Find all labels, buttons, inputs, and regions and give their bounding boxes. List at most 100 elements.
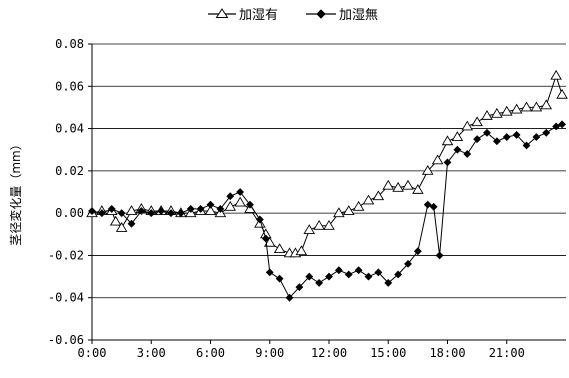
data-point-diamond bbox=[206, 200, 215, 209]
data-point-triangle bbox=[392, 181, 404, 192]
data-point-diamond bbox=[176, 209, 185, 218]
data-point-triangle bbox=[115, 222, 128, 232]
x-tick-labels: 0:00 3:00 6:00 9:00 12:00 15:00 18:00 21:00 bbox=[78, 340, 525, 360]
data-point-triangle bbox=[352, 200, 365, 211]
x-tick-label: 6:00 bbox=[196, 346, 225, 360]
data-point-diamond bbox=[364, 272, 373, 281]
y-tick-label: 0.02 bbox=[55, 164, 84, 178]
y-tick-label: 0.04 bbox=[55, 122, 84, 136]
data-point-triangle bbox=[510, 103, 523, 114]
y-tick-label: 0.08 bbox=[55, 37, 84, 51]
data-point-diamond bbox=[552, 122, 561, 131]
data-point-diamond bbox=[542, 128, 551, 137]
series-humidified bbox=[86, 69, 568, 258]
data-point-diamond bbox=[453, 145, 462, 154]
data-point-triangle bbox=[313, 219, 325, 230]
data-point-diamond bbox=[295, 283, 304, 292]
data-point-diamond bbox=[226, 192, 235, 201]
data-point-diamond bbox=[246, 200, 254, 209]
x-tick-label: 21:00 bbox=[489, 346, 525, 360]
data-point-diamond bbox=[147, 209, 156, 218]
axes bbox=[91, 44, 566, 341]
data-point-triangle bbox=[382, 179, 395, 190]
data-point-diamond bbox=[261, 234, 270, 243]
data-point-diamond bbox=[463, 150, 472, 158]
y-tick-label: 0.00 bbox=[55, 206, 84, 220]
series-non-humidified bbox=[88, 120, 566, 302]
x-tick-label: 18:00 bbox=[429, 346, 465, 360]
legend-diamond-marker bbox=[316, 9, 326, 19]
data-point-diamond bbox=[443, 158, 452, 167]
data-point-triangle bbox=[491, 107, 503, 118]
x-tick-label: 12:00 bbox=[311, 346, 347, 360]
data-point-diamond bbox=[255, 215, 264, 224]
data-point-triangle bbox=[273, 243, 286, 254]
data-point-diamond bbox=[512, 130, 521, 139]
data-point-triangle bbox=[520, 101, 533, 112]
y-tick-labels: 0.08 0.06 0.04 0.02 0.00 -0.02 -0.04 -0.06 bbox=[48, 37, 92, 347]
data-point-diamond bbox=[186, 204, 195, 213]
data-point-diamond bbox=[435, 251, 444, 260]
data-point-diamond bbox=[413, 247, 422, 256]
data-point-diamond bbox=[522, 141, 531, 150]
data-point-diamond bbox=[558, 120, 566, 129]
data-point-triangle bbox=[451, 131, 464, 141]
data-point-diamond bbox=[429, 202, 438, 211]
data-point-diamond bbox=[107, 204, 116, 213]
data-point-triangle bbox=[421, 164, 434, 175]
y-axis-label: 茎径変化量（mm） bbox=[8, 138, 23, 245]
data-point-triangle bbox=[530, 101, 543, 112]
data-point-diamond bbox=[285, 293, 294, 302]
data-point-diamond bbox=[492, 137, 501, 146]
data-point-diamond bbox=[196, 204, 205, 213]
data-point-triangle bbox=[461, 120, 474, 131]
data-point-diamond bbox=[502, 133, 511, 141]
data-point-triangle bbox=[441, 135, 454, 146]
data-point-diamond bbox=[325, 272, 333, 281]
data-point-diamond bbox=[354, 266, 363, 275]
legend-triangle-marker bbox=[215, 8, 229, 18]
data-point-triangle bbox=[342, 205, 355, 215]
x-tick-label: 9:00 bbox=[255, 346, 284, 360]
data-point-triangle bbox=[550, 69, 562, 80]
series-layer bbox=[86, 69, 568, 302]
data-point-triangle bbox=[333, 207, 345, 218]
x-tick-label: 3:00 bbox=[137, 346, 166, 360]
data-point-triangle bbox=[263, 236, 276, 247]
data-point-diamond bbox=[315, 278, 324, 287]
y-tick-label: -0.04 bbox=[48, 291, 84, 305]
data-point-triangle bbox=[109, 215, 122, 226]
data-point-diamond bbox=[404, 259, 412, 268]
legend-label-humidified: 加湿有 bbox=[239, 8, 278, 23]
data-point-triangle bbox=[412, 183, 424, 194]
data-point-diamond bbox=[275, 274, 284, 283]
data-point-diamond bbox=[157, 207, 166, 215]
data-point-diamond bbox=[483, 128, 491, 137]
data-point-triangle bbox=[303, 224, 316, 235]
data-point-triangle bbox=[204, 205, 217, 215]
x-tick-label: 15:00 bbox=[370, 346, 406, 360]
data-point-diamond bbox=[334, 266, 343, 275]
x-tick-label: 0:00 bbox=[78, 346, 107, 360]
data-point-diamond bbox=[97, 209, 106, 218]
data-point-triangle bbox=[362, 194, 375, 205]
data-point-diamond bbox=[384, 278, 393, 287]
data-point-triangle bbox=[471, 116, 483, 127]
data-point-triangle bbox=[234, 196, 246, 207]
data-point-triangle bbox=[556, 88, 568, 99]
data-point-diamond bbox=[236, 188, 245, 196]
data-point-triangle bbox=[500, 105, 513, 116]
data-point-triangle bbox=[481, 109, 493, 120]
data-point-triangle bbox=[402, 179, 414, 190]
data-point-diamond bbox=[127, 219, 136, 228]
data-point-diamond bbox=[137, 207, 146, 215]
data-point-triangle bbox=[540, 99, 553, 110]
data-point-diamond bbox=[374, 268, 383, 277]
data-point-diamond bbox=[167, 209, 175, 218]
data-point-triangle bbox=[372, 190, 385, 201]
legend-label-non-humidified: 加湿無 bbox=[339, 8, 378, 23]
data-point-diamond bbox=[473, 135, 482, 144]
data-point-diamond bbox=[394, 270, 403, 279]
data-point-diamond bbox=[265, 268, 274, 277]
